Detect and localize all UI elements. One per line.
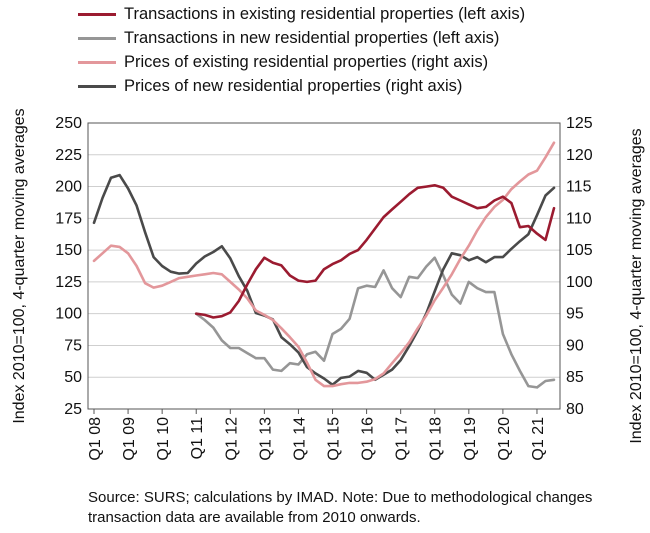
legend: Transactions in existing residential pro… [78, 2, 525, 98]
y-tick-left-label: 100 [55, 306, 82, 323]
line-existing-prices [92, 141, 556, 388]
y-tick-right-label: 90 [566, 337, 584, 354]
x-tick-label: Q1 18 [428, 417, 445, 461]
legend-item: Transactions in new residential properti… [78, 26, 525, 50]
legend-swatch-existing-transactions [78, 12, 116, 16]
legend-swatch-new-prices [78, 84, 116, 88]
y-tick-right-label: 120 [566, 147, 593, 164]
line-new-prices [92, 173, 556, 387]
x-tick-label: Q1 10 [155, 417, 172, 461]
y-tick-left-label: 125 [55, 274, 82, 291]
y-tick-right-label: 85 [566, 369, 584, 386]
y-tick-left-label: 225 [55, 147, 82, 164]
plot-area [87, 122, 561, 410]
legend-item: Prices of new residential properties (ri… [78, 74, 525, 98]
x-tick-label: Q1 08 [87, 417, 104, 461]
y-tick-left-label: 75 [64, 337, 82, 354]
x-tick-label: Q1 11 [189, 417, 206, 460]
y-axis-right-title: Index 2010=100, 4-quarter moving average… [628, 128, 645, 443]
y-axis-left: 250 225 200 175 150 125 100 75 50 25 [55, 115, 82, 418]
x-tick-label: Q1 13 [257, 417, 274, 461]
y-tick-left-label: 175 [55, 210, 82, 227]
y-tick-right-label: 100 [566, 274, 593, 291]
x-tick-label: Q1 15 [326, 417, 343, 461]
line-new-transactions [194, 256, 556, 389]
y-tick-left-label: 150 [55, 242, 82, 259]
x-tick-label: Q1 14 [291, 417, 308, 461]
legend-swatch-existing-prices [78, 60, 116, 64]
x-tick-label: Q1 09 [121, 417, 138, 461]
y-tick-left-label: 50 [64, 369, 82, 386]
legend-item: Prices of existing residential propertie… [78, 50, 525, 74]
y-tick-left-label: 250 [55, 115, 82, 132]
line-existing-transactions [194, 184, 556, 319]
x-tick-label: Q1 12 [223, 417, 240, 461]
x-tick-label: Q1 20 [496, 417, 513, 461]
legend-label: Prices of new residential properties (ri… [124, 76, 463, 95]
legend-label: Transactions in new residential properti… [124, 28, 500, 47]
y-tick-right-label: 80 [566, 401, 584, 418]
x-tick-label: Q1 21 [530, 417, 547, 461]
legend-item: Transactions in existing residential pro… [78, 2, 525, 26]
y-tick-left-label: 25 [64, 401, 82, 418]
y-tick-right-label: 115 [566, 179, 592, 196]
x-axis: Q1 08 Q1 09 Q1 10 Q1 11 Q1 12 Q1 13 Q1 14 Q1 15… [87, 409, 547, 461]
gridlines [88, 122, 560, 410]
x-tick-label: Q1 16 [360, 417, 377, 461]
source-note: Source: SURS; calculations by IMAD. Note… [88, 489, 593, 526]
y-tick-right-label: 105 [566, 242, 593, 259]
y-tick-right-label: 110 [566, 210, 592, 227]
y-axis-right: 125 120 115 110 105 100 95 90 85 80 [566, 115, 593, 418]
legend-label: Transactions in existing residential pro… [124, 4, 526, 23]
series-lines [92, 141, 556, 389]
y-axis-left-title: Index 2010=100, 4-quarter moving average… [11, 108, 28, 423]
legend-label: Prices of existing residential propertie… [124, 52, 489, 71]
legend-swatch-new-transactions [78, 36, 116, 40]
y-tick-right-label: 95 [566, 306, 584, 323]
y-tick-right-label: 125 [566, 115, 593, 132]
x-tick-label: Q1 19 [462, 417, 479, 461]
y-tick-left-label: 200 [55, 179, 82, 196]
x-tick-label: Q1 17 [394, 417, 411, 461]
